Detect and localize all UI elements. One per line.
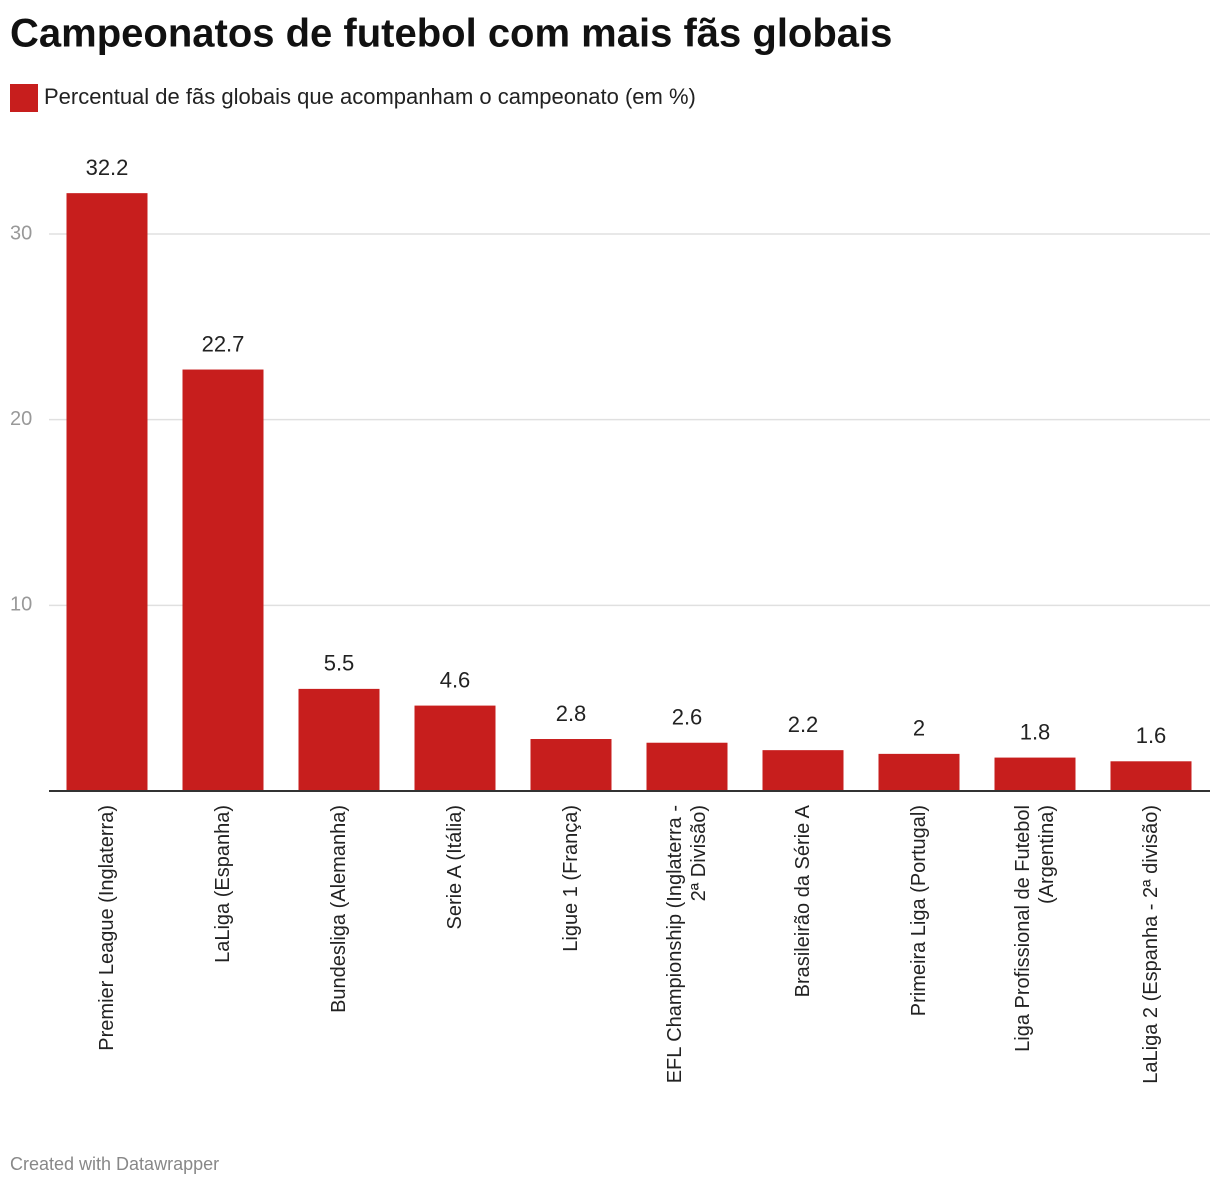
value-label: 5.5 bbox=[324, 651, 355, 676]
legend-label: Percentual de fãs globais que acompanham… bbox=[44, 84, 696, 109]
value-label: 1.6 bbox=[1136, 723, 1167, 748]
x-tick-label: Liga Profissional de Futebol (Argentina) bbox=[1012, 805, 1058, 1052]
value-label: 22.7 bbox=[202, 331, 245, 356]
chart-title: Campeonatos de futebol com mais fãs glob… bbox=[10, 12, 892, 56]
value-label: 1.8 bbox=[1020, 719, 1051, 744]
x-tick-label: Primeira Liga (Portugal) bbox=[908, 805, 930, 1017]
bar bbox=[182, 369, 264, 791]
value-label: 32.2 bbox=[86, 155, 129, 180]
bar bbox=[298, 688, 380, 791]
bar bbox=[878, 753, 960, 791]
x-tick-label: Bundesliga (Alemanha) bbox=[328, 805, 350, 1013]
value-label: 2.6 bbox=[672, 705, 703, 730]
x-tick-label: Ligue 1 (França) bbox=[560, 805, 582, 952]
value-label: 2.2 bbox=[788, 712, 819, 737]
value-label: 4.6 bbox=[440, 667, 471, 692]
bar bbox=[530, 739, 612, 791]
y-tick-label: 10 bbox=[10, 594, 32, 616]
x-tick-label: LaLiga (Espanha) bbox=[212, 805, 234, 963]
x-tick-label: Premier League (Inglaterra) bbox=[96, 805, 118, 1051]
bar bbox=[1110, 761, 1192, 791]
x-tick-label: Serie A (Itália) bbox=[444, 805, 466, 930]
legend-swatch bbox=[10, 84, 38, 112]
bar bbox=[646, 742, 728, 791]
bar bbox=[994, 757, 1076, 791]
x-tick-label: LaLiga 2 (Espanha - 2ª divisão) bbox=[1140, 805, 1162, 1084]
x-tick-label: Brasileirão da Série A bbox=[792, 805, 814, 998]
x-tick-label: EFL Championship (Inglaterra - 2ª Divisã… bbox=[664, 805, 710, 1084]
value-label: 2 bbox=[913, 716, 925, 741]
bar bbox=[66, 193, 148, 792]
bar bbox=[414, 705, 496, 791]
bar bbox=[762, 750, 844, 791]
value-label: 2.8 bbox=[556, 701, 587, 726]
y-tick-label: 30 bbox=[10, 222, 32, 244]
footer: Created with Datawrapper bbox=[10, 1154, 219, 1174]
y-tick-label: 20 bbox=[10, 408, 32, 430]
